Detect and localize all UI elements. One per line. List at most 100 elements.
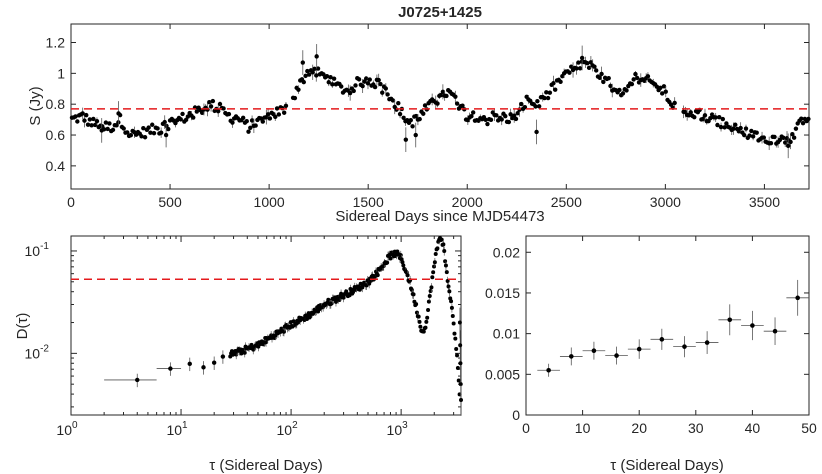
structure-log-point <box>308 314 313 319</box>
flux-x-axis-label: Sidereal Days since MJD54473 <box>335 208 544 225</box>
flux-point <box>558 79 563 85</box>
flux-point <box>75 119 80 124</box>
structure-log-point <box>454 346 459 351</box>
flux-point <box>601 79 606 85</box>
flux-point <box>376 77 381 83</box>
structure-linear-point <box>568 354 574 359</box>
flux-point <box>151 130 157 136</box>
flux-point <box>708 116 713 121</box>
structure-log-point <box>427 293 432 298</box>
structure-log-point <box>458 343 463 348</box>
structure-linear-x-tick-label: 40 <box>745 420 761 436</box>
structure-log-point <box>135 377 140 383</box>
structure-log-point <box>453 336 458 341</box>
structure-log-axis-ticks: 100 101 102 103 10-2 10-1 <box>25 236 461 438</box>
structure-log-point <box>449 305 454 310</box>
flux-point <box>328 75 333 80</box>
structure-log-point <box>220 354 226 359</box>
flux-point <box>701 116 706 121</box>
structure-log-x-axis-label: τ (Sidereal Days) <box>209 457 322 474</box>
flux-point <box>210 98 216 104</box>
flux-point <box>569 64 574 69</box>
structure-linear-plot-frame <box>525 235 810 416</box>
flux-point <box>413 132 418 138</box>
structure-log-x-tick-label: 101 <box>166 420 188 438</box>
structure-log-point <box>388 256 393 261</box>
flux-point <box>713 115 718 120</box>
flux-point <box>141 125 146 131</box>
flux-point <box>305 68 310 74</box>
flux-point <box>105 126 110 132</box>
structure-log-point <box>431 270 436 275</box>
flux-x-tick-label: 3500 <box>749 194 780 210</box>
flux-point <box>303 73 308 79</box>
flux-point <box>749 128 754 134</box>
flux-point <box>577 66 583 71</box>
flux-point <box>724 121 729 126</box>
flux-point <box>485 121 490 127</box>
flux-point <box>599 71 604 77</box>
flux-point <box>283 103 289 108</box>
flux-point <box>417 116 422 122</box>
flux-point <box>747 133 752 138</box>
structure-linear-point <box>614 353 619 358</box>
structure-log-point <box>435 246 440 251</box>
structure-log-point <box>344 289 349 294</box>
flux-point <box>731 126 736 131</box>
flux-point <box>761 135 767 140</box>
structure-log-point <box>426 299 431 304</box>
flux-point <box>438 92 444 98</box>
flux-point <box>397 111 403 117</box>
flux-point <box>107 121 112 126</box>
flux-point <box>594 68 599 73</box>
flux-point <box>469 114 474 119</box>
structure-log-x-tick-label: 103 <box>387 420 409 438</box>
flux-point <box>230 120 235 125</box>
flux-point <box>273 114 278 120</box>
flux-point <box>654 84 660 89</box>
flux-point <box>155 126 160 131</box>
structure-log-point <box>414 310 419 315</box>
structure-linear-point <box>704 340 710 345</box>
structure-log-point <box>433 252 438 257</box>
structure-function-log-panel: 100 101 102 103 10-2 10-1 τ (Sidereal Days) D… <box>14 235 463 474</box>
flux-point <box>608 83 613 89</box>
flux-point <box>750 134 756 139</box>
flux-point <box>87 117 93 122</box>
structure-linear-point <box>636 346 642 352</box>
flux-point <box>672 100 677 106</box>
structure-log-point <box>400 260 405 265</box>
structure-log-points <box>104 235 463 416</box>
flux-point <box>260 119 265 124</box>
structure-log-point <box>416 314 421 319</box>
flux-point <box>92 122 98 128</box>
structure-log-point <box>449 299 454 304</box>
flux-point <box>314 73 319 78</box>
flux-point <box>356 77 362 82</box>
flux-point <box>410 124 415 129</box>
flux-point <box>470 110 476 115</box>
flux-point <box>617 87 622 93</box>
flux-point <box>785 143 791 149</box>
structure-log-point <box>418 324 423 329</box>
structure-log-point <box>242 350 247 355</box>
structure-linear-x-tick-label: 50 <box>801 420 817 436</box>
flux-point <box>185 114 191 119</box>
flux-point <box>659 91 665 96</box>
flux-point <box>226 111 232 117</box>
flux-point <box>199 110 205 116</box>
flux-point <box>221 106 226 111</box>
structure-log-point <box>411 292 416 297</box>
flux-point <box>312 66 317 72</box>
structure-log-point <box>429 285 434 290</box>
structure-linear-y-tick-label: 0 <box>512 407 520 423</box>
flux-x-tick-label: 500 <box>158 194 182 210</box>
flux-point <box>121 126 126 131</box>
flux-point <box>663 89 668 94</box>
flux-point <box>99 128 104 133</box>
structure-log-x-tick-label: 100 <box>56 420 78 438</box>
flux-point <box>421 111 426 116</box>
flux-point <box>82 118 87 123</box>
flux-point <box>435 101 440 106</box>
flux-point <box>688 110 693 115</box>
